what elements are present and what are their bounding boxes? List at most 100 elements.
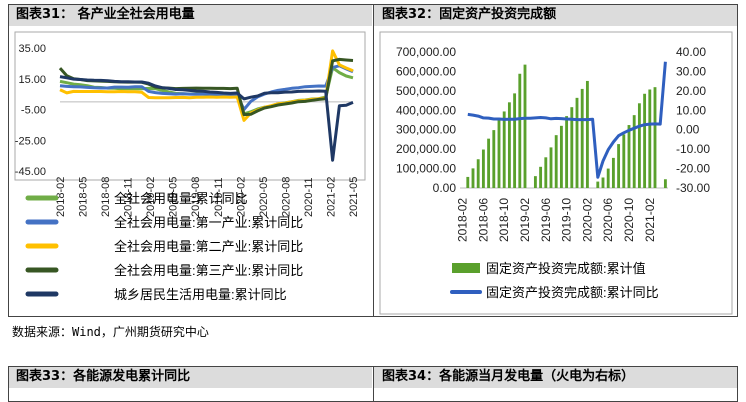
legend-label: 全社会用电量:第三产业:累计同比: [114, 263, 303, 278]
x-tick-label: 2019-02: [518, 198, 532, 242]
investment-bar: [466, 176, 470, 188]
investment-bar: [570, 107, 574, 188]
x-tick-label: 2021-05: [348, 177, 360, 217]
right-y-tick-label: -20.00: [676, 162, 710, 176]
investment-bar: [606, 168, 610, 188]
investment-bar: [513, 93, 517, 188]
right-y-tick-label: 0.00: [676, 123, 700, 137]
x-tick-label: 2021-02: [325, 177, 337, 217]
legend-label: 城乡居民生活用电量:累计同比: [114, 287, 287, 302]
investment-bar: [502, 111, 506, 188]
x-tick-label: 2021-02: [643, 198, 657, 242]
investment-bar: [596, 181, 600, 188]
bottom-right-chart-header: 图表34：各能源当月发电量（火电为右标）: [374, 366, 738, 388]
investment-bar: [585, 80, 589, 188]
investment-bar: [518, 73, 522, 188]
investment-bar: [611, 157, 615, 188]
x-tick-label: 2019-10: [560, 198, 574, 242]
legend-swatch-bar: [452, 263, 480, 273]
x-tick-label: 2020-05: [258, 177, 270, 217]
investment-bar: [523, 64, 527, 188]
data-source-note: 数据来源：Wind，广州期货研究中心: [12, 325, 209, 339]
right-y-tick-label: 30.00: [676, 64, 706, 78]
panel-divider: [373, 4, 374, 317]
yoy-growth-line: [467, 61, 667, 179]
investment-bar: [622, 134, 626, 188]
left-y-tick-label: 700,000.00: [396, 45, 456, 59]
x-tick-label: 2020-02: [235, 177, 247, 217]
series-line: [59, 75, 354, 162]
right-chart-header: 图表32：固定资产投资完成额: [374, 4, 738, 26]
x-tick-label: 2018-11: [123, 177, 135, 217]
x-tick-label: 2019-02: [145, 177, 157, 217]
investment-bar: [637, 103, 641, 188]
right-y-tick-label: -30.00: [676, 181, 710, 195]
investment-bar: [627, 125, 631, 188]
investment-bar: [559, 125, 563, 188]
left-chart-plot-frame: [14, 31, 366, 181]
y-tick-label: -5.00: [21, 105, 46, 117]
x-tick-label: 2018-05: [78, 177, 90, 217]
x-tick-label: 2019-08: [190, 177, 202, 217]
right-y-tick-label: 20.00: [676, 84, 706, 98]
investment-bar: [643, 93, 647, 188]
x-tick-label: 2019-11: [213, 177, 225, 217]
x-tick-label: 2018-02: [456, 198, 470, 242]
y-tick-label: 15.00: [18, 74, 46, 86]
left-y-tick-label: 400,000.00: [396, 103, 456, 117]
investment-bar: [533, 176, 537, 188]
x-tick-label: 2018-06: [476, 198, 490, 242]
investment-bar: [554, 135, 558, 188]
fixed-asset-investment-chart: 700,000.00 600,000.00 500,000.00 400,000.00…: [379, 31, 733, 315]
electricity-consumption-chart: 35.00 15.00 -5.00 -25.00 -45.00 2018-02 2018-0…: [14, 31, 366, 302]
x-tick-label: 2020-10: [622, 198, 636, 242]
x-tick-label: 2019-05: [168, 177, 180, 217]
investment-bar: [476, 159, 480, 188]
left-y-tick-label: 0.00: [433, 181, 457, 195]
investment-bar: [497, 120, 501, 188]
investment-bar: [539, 166, 543, 188]
legend-label: 全社会用电量:第二产业:累计同比: [114, 239, 303, 254]
right-y-tick-label: -10.00: [676, 142, 710, 156]
x-tick-label: 2020-02: [580, 198, 594, 242]
left-chart-header: 图表31： 各产业全社会用电量: [8, 4, 372, 26]
right-y-tick-label: 40.00: [676, 45, 706, 59]
x-tick-label: 2020-06: [601, 198, 615, 242]
x-tick-label: 2020-08: [280, 177, 292, 217]
investment-bar: [487, 138, 491, 188]
left-y-tick-label: 500,000.00: [396, 84, 456, 98]
investment-bar: [565, 116, 569, 188]
investment-bar: [471, 168, 475, 188]
investment-bar: [663, 179, 667, 188]
legend-label: 固定资产投资完成额:累计同比: [486, 285, 659, 300]
investment-bar: [549, 147, 553, 188]
legend-label: 全社会用电量:第一产业:累计同比: [114, 215, 303, 230]
x-tick-label: 2020-11: [303, 177, 315, 217]
investment-bar: [492, 130, 496, 188]
investment-bar: [580, 88, 584, 188]
bottom-panel-divider: [373, 366, 374, 402]
legend-label: 固定资产投资完成额:累计值: [486, 261, 646, 276]
bottom-left-chart-header: 图表33：各能源发电累计同比: [8, 366, 372, 388]
y-tick-label: -45.00: [15, 166, 46, 178]
x-tick-label: 2018-10: [497, 198, 511, 242]
series-line: [59, 64, 354, 111]
investment-bar: [653, 87, 657, 188]
legend-label: 全社会用电量:累计同比: [114, 191, 248, 206]
investment-bar: [575, 97, 579, 188]
investment-bar: [632, 115, 636, 188]
left-y-tick-label: 300,000.00: [396, 123, 456, 137]
investment-bar: [648, 89, 652, 188]
left-y-tick-label: 600,000.00: [396, 64, 456, 78]
investment-bar: [481, 149, 485, 188]
investment-bar: [617, 144, 621, 188]
right-y-tick-label: 10.00: [676, 103, 706, 117]
x-tick-label: 2018-02: [55, 177, 67, 217]
x-tick-label: 2018-08: [100, 177, 112, 217]
y-tick-label: 35.00: [18, 43, 46, 55]
left-y-tick-label: 100,000.00: [396, 162, 456, 176]
investment-bar: [544, 157, 548, 188]
x-tick-label: 2019-06: [539, 198, 553, 242]
y-tick-label: -25.00: [15, 135, 46, 147]
left-y-tick-label: 200,000.00: [396, 142, 456, 156]
